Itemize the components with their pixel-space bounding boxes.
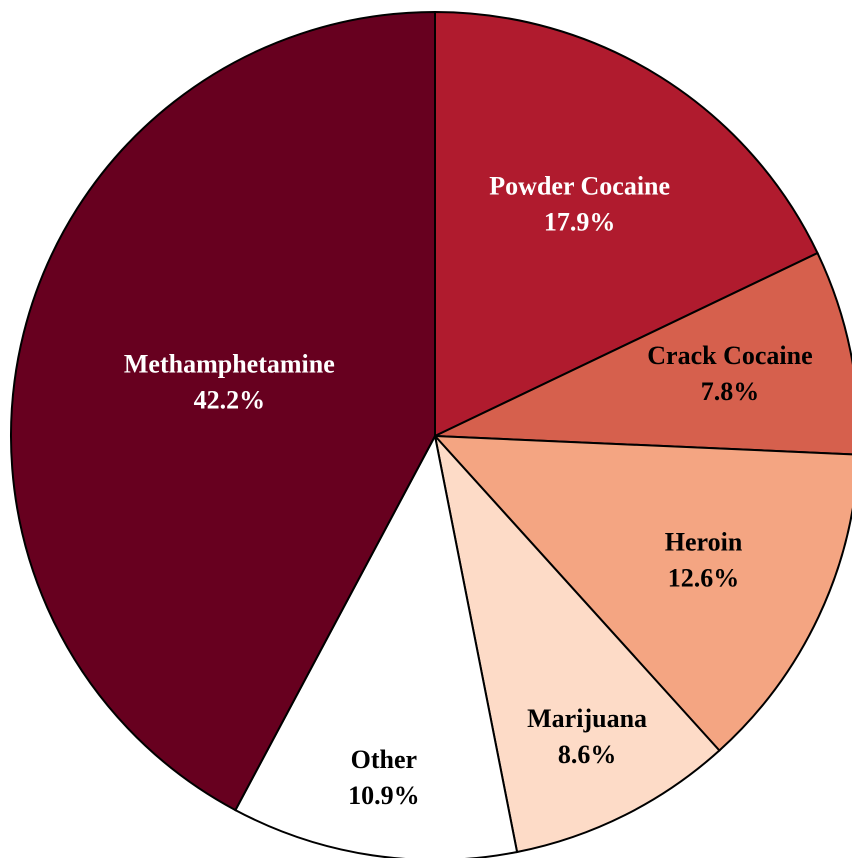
pie-slice xyxy=(10,10,436,812)
slice-value-label: 17.9% xyxy=(544,207,616,236)
slice-label: Heroin xyxy=(665,527,743,556)
slice-value-label: 10.9% xyxy=(348,781,420,810)
pie-slice xyxy=(432,434,852,752)
slice-value-label: 8.6% xyxy=(558,740,617,769)
slice-label: Other xyxy=(351,745,417,774)
slice-label: Crack Cocaine xyxy=(647,341,812,370)
pie-slice xyxy=(434,251,852,456)
slice-label: Methamphetamine xyxy=(124,350,335,379)
slice-label: Powder Cocaine xyxy=(489,171,670,200)
slice-value-label: 42.2% xyxy=(194,386,266,415)
pie-slice xyxy=(234,433,519,858)
slice-label: Marijuana xyxy=(527,704,647,733)
pie-slice xyxy=(433,432,721,854)
slice-value-label: 7.8% xyxy=(701,377,760,406)
slice-value-label: 12.6% xyxy=(668,563,740,592)
pie-slice xyxy=(434,10,819,438)
